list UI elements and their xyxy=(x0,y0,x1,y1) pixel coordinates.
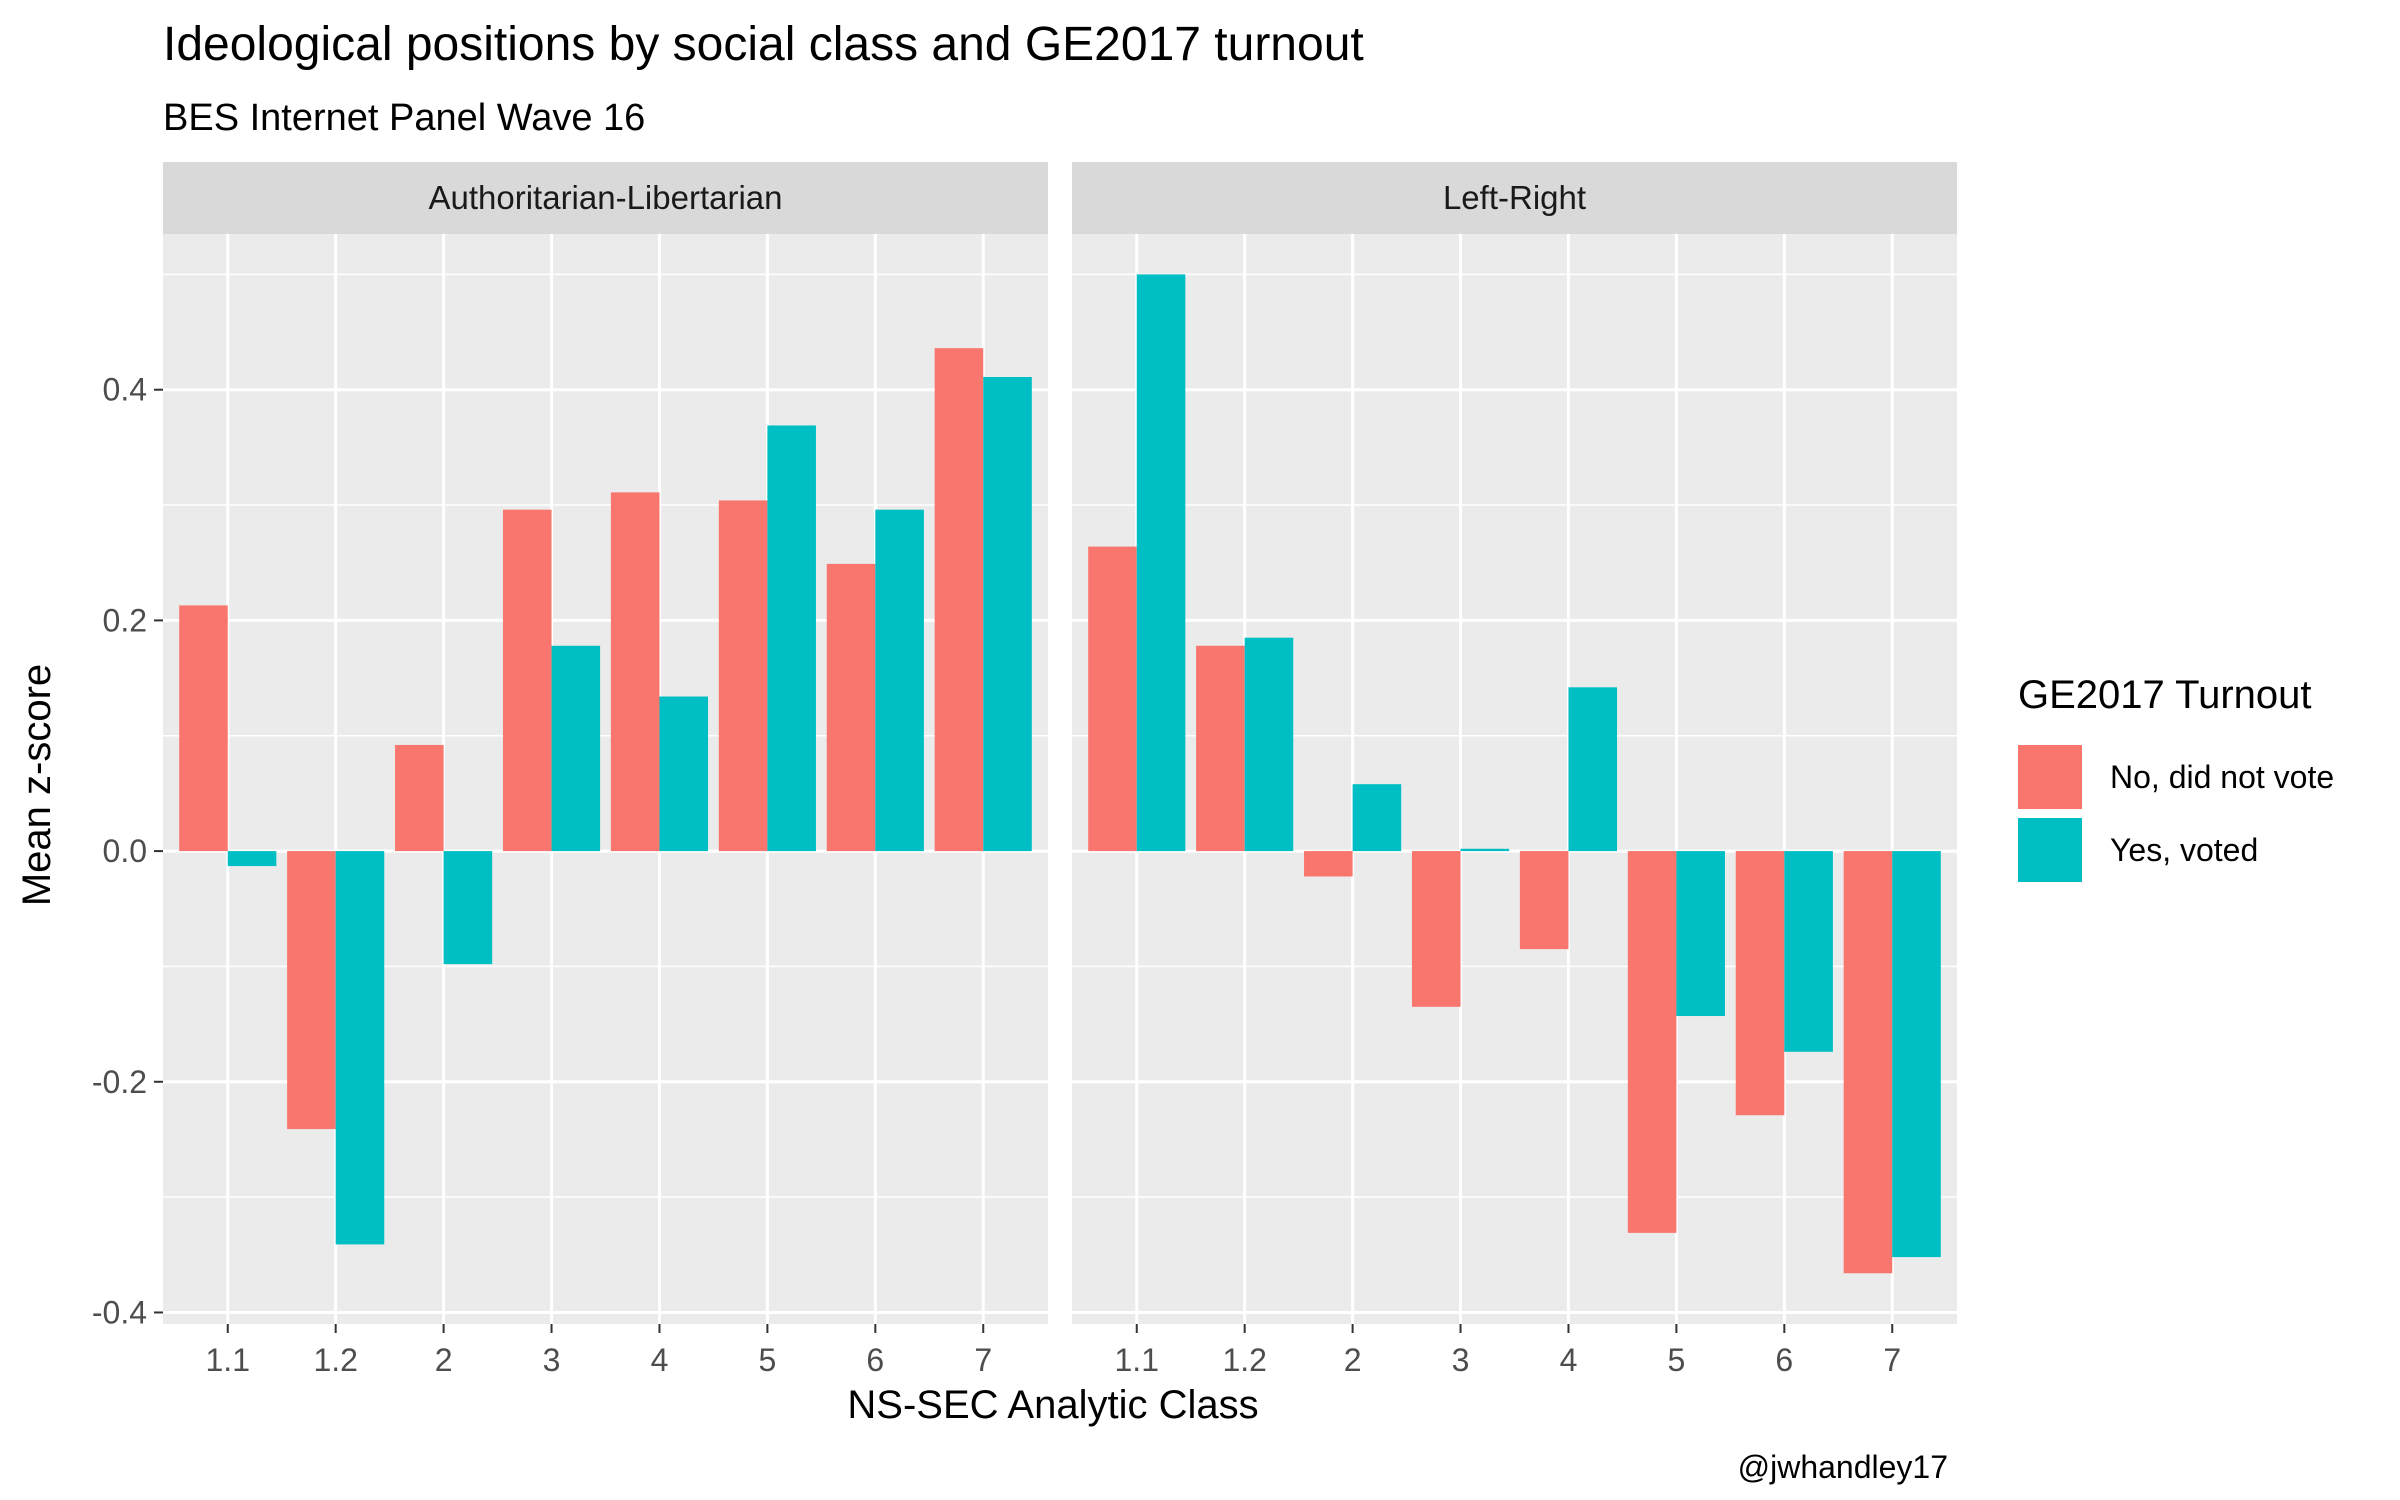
y-tick-label: 0.0 xyxy=(103,833,147,869)
caption: @jwhandley17 xyxy=(1738,1449,1948,1485)
bar-authoritarian-libertarian-no-did-not-vote-4 xyxy=(610,492,660,852)
x-tick-label: 7 xyxy=(1883,1342,1901,1378)
bar-authoritarian-libertarian-yes-voted-4 xyxy=(659,696,709,852)
x-tick-label: 1.2 xyxy=(1222,1342,1266,1378)
x-tick-label: 3 xyxy=(1452,1342,1470,1378)
bar-left-right-yes-voted-4 xyxy=(1568,687,1618,852)
bar-left-right-yes-voted-6 xyxy=(1784,851,1833,1052)
x-axis-title: NS-SEC Analytic Class xyxy=(847,1383,1258,1427)
bar-left-right-yes-voted-1-2 xyxy=(1244,637,1294,852)
bar-left-right-yes-voted-5 xyxy=(1676,851,1725,1017)
bar-left-right-yes-voted-7 xyxy=(1892,851,1941,1258)
chart-title: Ideological positions by social class an… xyxy=(163,18,1364,71)
bar-left-right-no-did-not-vote-7 xyxy=(1843,851,1893,1274)
legend-swatch-voted xyxy=(2018,818,2082,882)
bar-authoritarian-libertarian-yes-voted-2 xyxy=(443,851,493,965)
x-tick-label: 5 xyxy=(1667,1342,1685,1378)
x-tick-label: 6 xyxy=(866,1342,884,1378)
bar-left-right-no-did-not-vote-1-1 xyxy=(1088,546,1137,852)
bar-authoritarian-libertarian-yes-voted-5 xyxy=(767,425,816,852)
bar-authoritarian-libertarian-no-did-not-vote-1-1 xyxy=(179,605,228,852)
bar-left-right-yes-voted-2 xyxy=(1352,784,1402,852)
x-tick-label: 1.2 xyxy=(313,1342,357,1378)
bar-left-right-yes-voted-1-1 xyxy=(1136,274,1186,852)
x-tick-label: 1.1 xyxy=(206,1342,250,1378)
bar-authoritarian-libertarian-no-did-not-vote-1-2 xyxy=(287,851,336,1130)
bar-left-right-no-did-not-vote-6 xyxy=(1735,851,1785,1116)
legend-label-no-vote: No, did not vote xyxy=(2110,759,2334,795)
x-tick-label: 7 xyxy=(974,1342,992,1378)
chart-subtitle: BES Internet Panel Wave 16 xyxy=(163,97,645,139)
legend-title: GE2017 Turnout xyxy=(2018,673,2312,717)
bar-authoritarian-libertarian-yes-voted-1-2 xyxy=(335,851,385,1245)
bar-authoritarian-libertarian-no-did-not-vote-5 xyxy=(718,500,768,852)
x-tick-label: 4 xyxy=(1560,1342,1578,1378)
x-tick-label: 4 xyxy=(651,1342,669,1378)
facet-strip xyxy=(1072,162,1957,234)
y-tick-label: 0.4 xyxy=(103,372,147,408)
bar-authoritarian-libertarian-yes-voted-6 xyxy=(875,509,924,852)
bar-left-right-no-did-not-vote-4 xyxy=(1519,851,1569,950)
bar-left-right-no-did-not-vote-1-2 xyxy=(1196,645,1245,852)
panel-left-right: Left-Right 1.1 1.2 2 3 4 5 6 7 xyxy=(1072,162,1957,1378)
legend: GE2017 Turnout No, did not vote Yes, vot… xyxy=(2018,673,2334,882)
x-tick-label: 2 xyxy=(1344,1342,1362,1378)
bar-authoritarian-libertarian-no-did-not-vote-6 xyxy=(826,563,876,852)
y-axis-title: Mean z-score xyxy=(15,664,59,906)
bar-authoritarian-libertarian-no-did-not-vote-3 xyxy=(502,509,552,852)
x-tick-label: 1.1 xyxy=(1115,1342,1159,1378)
bar-authoritarian-libertarian-yes-voted-1-1 xyxy=(227,851,277,867)
facet-label: Left-Right xyxy=(1443,179,1586,216)
facet-label: Authoritarian-Libertarian xyxy=(428,179,782,216)
bar-left-right-no-did-not-vote-5 xyxy=(1627,851,1677,1233)
legend-label-voted: Yes, voted xyxy=(2110,832,2258,868)
bar-authoritarian-libertarian-no-did-not-vote-7 xyxy=(934,348,984,852)
bar-left-right-yes-voted-3 xyxy=(1460,848,1510,852)
legend-swatch-no-vote xyxy=(2018,745,2082,809)
bar-authoritarian-libertarian-yes-voted-3 xyxy=(551,645,601,852)
y-axis: -0.4 -0.2 0.0 0.2 0.4 xyxy=(92,372,163,1330)
y-tick-label: 0.2 xyxy=(103,602,147,638)
x-tick-label: 5 xyxy=(758,1342,776,1378)
panel-authoritarian-libertarian: Authoritarian-Libertarian 1.1 1.2 2 3 4 5 6 7 xyxy=(163,162,1048,1378)
y-tick-label: -0.4 xyxy=(92,1294,147,1330)
bar-authoritarian-libertarian-yes-voted-7 xyxy=(983,377,1032,852)
facet-strip xyxy=(163,162,1048,234)
bar-authoritarian-libertarian-no-did-not-vote-2 xyxy=(395,744,444,852)
y-tick-label: -0.2 xyxy=(92,1064,147,1100)
bar-left-right-no-did-not-vote-2 xyxy=(1304,851,1353,877)
x-tick-label: 2 xyxy=(435,1342,453,1378)
x-tick-label: 3 xyxy=(543,1342,561,1378)
x-tick-label: 6 xyxy=(1775,1342,1793,1378)
bar-left-right-no-did-not-vote-3 xyxy=(1411,851,1461,1007)
